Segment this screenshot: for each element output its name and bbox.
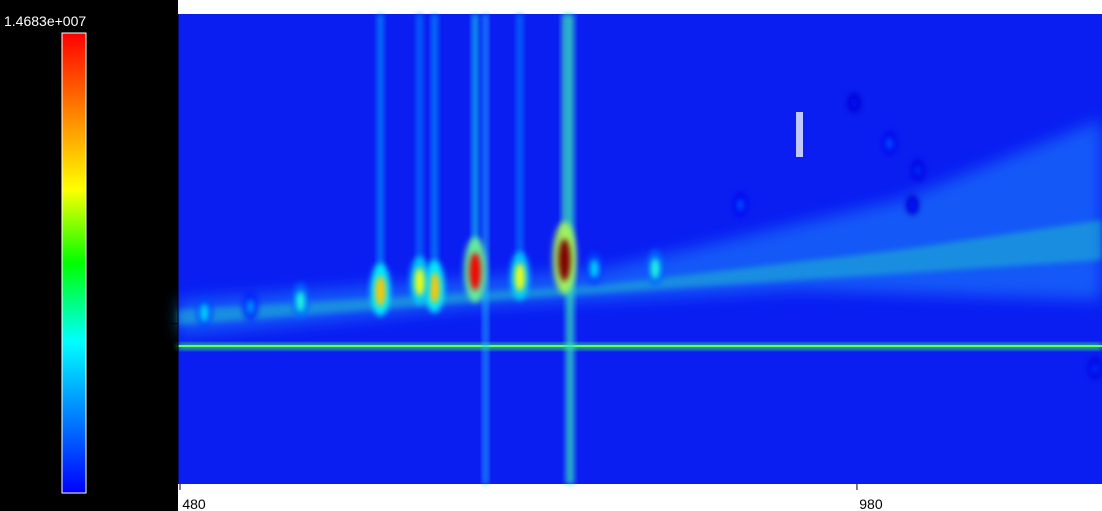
peak [463,14,487,303]
colorbar-panel [0,0,178,511]
peak-core [885,136,894,151]
peak [910,159,925,182]
peak [646,249,664,287]
y-tick-label: 1 [143,320,159,328]
peak-tail [516,14,523,280]
peak [242,292,259,321]
peak [370,14,391,317]
elution-band-core [178,220,1102,325]
peak-core [200,303,209,323]
peak [733,192,748,217]
peak-core [429,272,440,304]
peak [847,92,862,113]
peak-core [469,252,481,291]
marker [796,112,803,157]
peak [882,131,897,156]
peak-core [1091,362,1099,375]
peak-tail [472,14,479,275]
column-bleed-line [178,345,1102,347]
y-tick-label: 2 [143,162,159,170]
peak-core [736,198,745,212]
peak [424,14,445,314]
plot-area [178,14,1102,484]
peak-tail [561,14,568,264]
peak-core [558,238,571,281]
peak [552,14,577,294]
x-tick-label: 480 [182,496,206,511]
colorbar-max-label: 1.4683e+007 [4,13,86,29]
peak-core [590,259,599,278]
peak-core [914,164,922,177]
y-tick-label: 0 [143,477,159,485]
peak-tail [377,14,384,294]
peak [409,14,430,306]
peak-tail [416,14,423,285]
x-tick-label: 980 [859,496,883,511]
peak-tail [431,14,438,291]
peak [292,282,309,320]
peak-core [909,199,916,211]
peak [905,194,920,216]
peak-core [246,298,255,315]
colorbar-min-label: 0 [70,496,78,511]
peak [1088,357,1102,380]
elution-band [178,120,1102,335]
peak-core [375,275,386,307]
peak-core [651,258,660,279]
peak [510,14,530,301]
solvent-streak [483,14,488,484]
peak [196,295,213,329]
peak-core [515,263,525,292]
peak-core [414,267,425,296]
peak-core [296,291,305,312]
peak-core [850,97,858,109]
colorbar [61,32,87,494]
peak [586,251,603,285]
